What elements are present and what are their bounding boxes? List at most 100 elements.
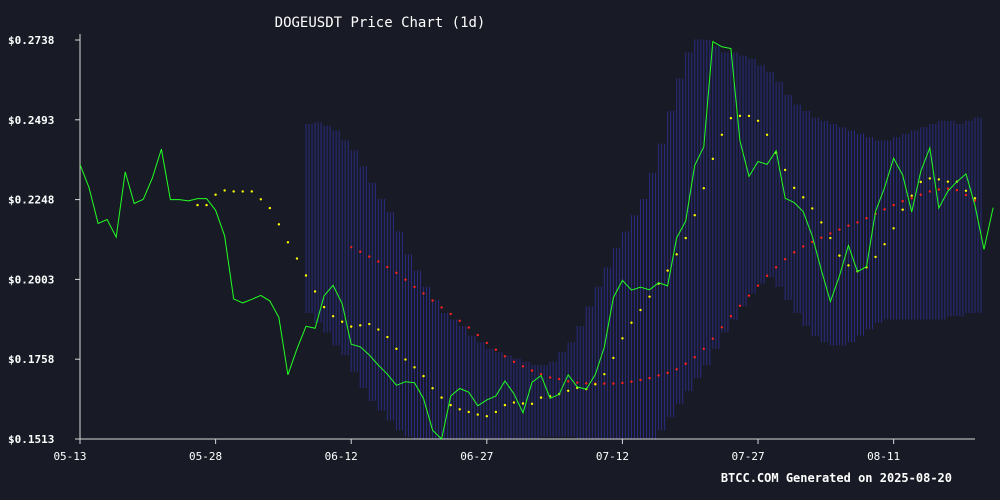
- ma-fast-point: [720, 133, 724, 136]
- ma-fast-point: [431, 386, 434, 390]
- ma-fast-point: [340, 320, 344, 323]
- ma-slow-point: [657, 374, 660, 377]
- ma-slow-point: [467, 326, 470, 329]
- ma-slow-point: [928, 190, 931, 193]
- ma-fast-point: [711, 157, 715, 161]
- ma-slow-point: [802, 245, 805, 248]
- ma-slow-point: [377, 260, 380, 263]
- ma-fast-point: [928, 177, 931, 180]
- x-tick-label: 07-12: [596, 450, 629, 463]
- ma-slow-point: [765, 274, 769, 278]
- price-line: [79, 40, 994, 440]
- ma-fast-point: [530, 402, 534, 406]
- ma-fast-point: [368, 322, 371, 326]
- ma-slow-point: [675, 368, 678, 371]
- ma-fast-point: [693, 214, 696, 217]
- ma-slow-point: [856, 221, 859, 224]
- ma-fast-point: [476, 413, 479, 416]
- ma-fast-point: [494, 410, 498, 414]
- ma-slow-point: [413, 285, 416, 289]
- x-tick-label: 08-11: [867, 450, 900, 463]
- ma-fast-point: [765, 133, 769, 136]
- ma-slow-point: [476, 333, 479, 337]
- ma-slow-point: [702, 347, 705, 350]
- ma-slow-point: [955, 188, 959, 192]
- ma-fast-point: [395, 347, 398, 350]
- ma-slow-point: [901, 200, 904, 203]
- ma-slow-point: [811, 240, 814, 244]
- ma-fast-point: [847, 264, 850, 267]
- ma-slow-point: [576, 381, 579, 384]
- ma-fast-point: [648, 295, 651, 298]
- ma-fast-point: [594, 383, 597, 386]
- ma-slow-point: [503, 355, 507, 358]
- ma-fast-point: [820, 221, 823, 224]
- axes: $0.2738 $0.2493 $0.2248 $0.2003 $0.1758 $0.15…: [8, 34, 975, 463]
- ma-fast-point: [413, 366, 416, 369]
- ma-slow-point: [747, 294, 751, 297]
- ma-slow-point: [792, 251, 796, 254]
- ma-slow-point: [431, 299, 434, 302]
- ma-fast-point: [386, 335, 389, 339]
- ma-fast-point: [331, 315, 335, 318]
- ma-slow-point: [566, 380, 570, 383]
- ma-fast-point: [350, 325, 353, 328]
- ma-slow-point: [458, 319, 461, 322]
- ma-slow-point: [892, 203, 895, 207]
- ma-fast-point: [729, 116, 733, 120]
- ma-fast-point: [792, 186, 796, 190]
- ma-slow-point: [395, 271, 398, 275]
- ma-fast-point: [449, 403, 452, 407]
- ma-slow-point: [485, 341, 489, 345]
- ma-fast-point: [440, 396, 443, 399]
- ma-fast-point: [295, 257, 299, 260]
- ma-fast-point: [304, 274, 308, 277]
- ma-slow-point: [693, 356, 696, 359]
- ma-fast-point: [485, 415, 489, 418]
- ma-fast-point: [539, 396, 543, 399]
- ma-fast-point: [286, 241, 290, 244]
- ma-slow-point: [548, 376, 552, 379]
- ma-fast-point: [937, 178, 941, 181]
- ma-fast-point: [756, 119, 760, 122]
- x-tick-label: 06-12: [325, 450, 358, 463]
- ma-fast-point: [503, 403, 507, 407]
- ma-slow-point: [612, 382, 615, 385]
- ma-fast-point: [467, 410, 470, 414]
- ma-fast-point: [838, 254, 841, 257]
- ma-slow-point: [603, 382, 606, 385]
- ma-fast-point: [675, 253, 678, 256]
- ma-slow-point: [648, 376, 651, 380]
- ma-fast-point: [802, 196, 805, 199]
- ma-fast-point: [259, 198, 263, 201]
- ma-fast-point: [892, 227, 895, 230]
- ma-slow-point: [783, 258, 787, 261]
- price-series: [79, 40, 994, 440]
- ma-slow-point: [359, 250, 362, 253]
- ma-slow-point: [684, 362, 687, 365]
- ma-slow-point: [621, 381, 624, 385]
- ma-slow-point: [756, 284, 760, 287]
- ma-fast-point: [422, 374, 425, 378]
- ma-slow-point: [937, 188, 941, 191]
- x-tick-label: 05-13: [53, 450, 86, 463]
- ma-fast-point: [458, 408, 461, 411]
- ma-slow-point: [838, 228, 841, 231]
- bollinger-band: [305, 39, 982, 439]
- ma-slow-point: [720, 326, 724, 329]
- ma-fast-point: [973, 197, 977, 200]
- ma-slow-point: [539, 372, 543, 376]
- y-tick-label: $0.2003: [8, 273, 54, 286]
- ma-fast-point: [521, 402, 525, 405]
- ma-fast-point: [612, 356, 615, 360]
- ma-slow-point: [494, 348, 498, 351]
- ma-fast-point: [630, 321, 633, 324]
- ma-slow-point: [820, 236, 823, 239]
- ma-fast-point: [359, 324, 362, 327]
- ma-slow-series: [350, 187, 977, 385]
- ma-fast-point: [738, 114, 742, 118]
- ma-slow-point: [449, 312, 452, 316]
- ma-fast-point: [214, 193, 217, 196]
